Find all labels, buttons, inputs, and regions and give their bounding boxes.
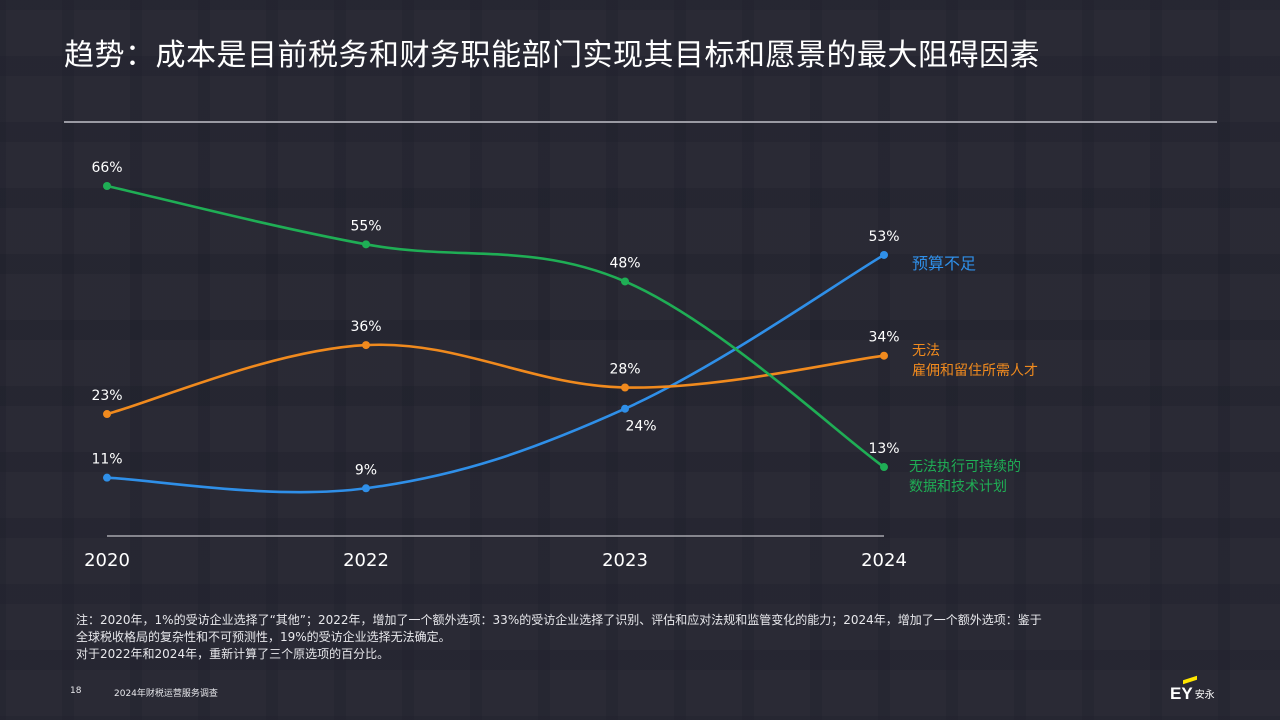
footnote-line-2: 全球税收格局的复杂性和不可预测性，19%的受访企业选择无法确定。 xyxy=(76,630,451,644)
document-name: 2024年财税运营服务调查 xyxy=(114,689,218,699)
x-tick-label: 2023 xyxy=(602,550,648,571)
legend-label: 数据和技术计划 xyxy=(909,479,1007,495)
series-line-2 xyxy=(105,184,886,469)
data-point-1-2 xyxy=(621,383,629,392)
series-line-0 xyxy=(105,253,886,494)
x-tick-label: 2024 xyxy=(861,550,907,571)
data-point-0-3 xyxy=(880,250,888,259)
data-point-0-1 xyxy=(362,484,370,493)
footnote: 注：2020年，1%的受访企业选择了“其他”；2022年，增加了一个额外选项：3… xyxy=(76,612,1176,663)
data-label: 28% xyxy=(609,362,640,378)
data-point-2-1 xyxy=(362,240,370,249)
page-number: 18 xyxy=(70,686,82,696)
data-label: 13% xyxy=(868,441,899,457)
line-chart: 2020 2022 2023 2024 11% 9% 24% 53% 23% 36% 28% 34% 6… xyxy=(84,160,1038,571)
x-tick-label: 2022 xyxy=(343,550,389,571)
data-label: 11% xyxy=(91,452,122,468)
data-point-0-2 xyxy=(621,404,629,413)
data-label: 9% xyxy=(355,462,377,478)
legend-label: 无法执行可持续的 xyxy=(909,458,1021,475)
x-tick-label: 2020 xyxy=(84,550,130,571)
data-label: 23% xyxy=(91,388,122,404)
data-point-2-3 xyxy=(880,463,888,472)
data-label: 36% xyxy=(350,319,381,335)
data-point-2-0 xyxy=(103,182,111,190)
logo-mark: EY xyxy=(1170,684,1193,703)
data-point-1-3 xyxy=(880,351,888,360)
legend-label: 无法 xyxy=(912,343,940,359)
data-label: 53% xyxy=(868,229,899,245)
ey-logo: EY 安永 xyxy=(1170,675,1215,703)
series-line-1 xyxy=(105,343,886,416)
data-label: 34% xyxy=(868,330,899,346)
data-point-1-0 xyxy=(103,410,111,419)
footnote-line-1: 注：2020年，1%的受访企业选择了“其他”；2022年，增加了一个额外选项：3… xyxy=(76,613,1042,627)
data-label: 24% xyxy=(625,419,656,435)
logo-chinese-name: 安永 xyxy=(1194,690,1215,701)
data-label: 66% xyxy=(91,160,122,176)
data-point-1-1 xyxy=(362,341,370,350)
title-divider xyxy=(64,121,1217,123)
page-title: 趋势：成本是目前税务和财务职能部门实现其目标和愿景的最大阻碍因素 xyxy=(64,38,1040,73)
data-label: 55% xyxy=(350,218,381,234)
legend-label: 预算不足 xyxy=(912,254,976,273)
data-point-0-0 xyxy=(103,473,111,482)
legend-label: 雇佣和留住所需人才 xyxy=(912,362,1038,379)
data-label: 48% xyxy=(609,255,640,271)
footnote-line-3: 对于2022年和2024年，重新计算了三个原选项的百分比。 xyxy=(76,647,390,661)
data-point-2-2 xyxy=(621,277,629,286)
